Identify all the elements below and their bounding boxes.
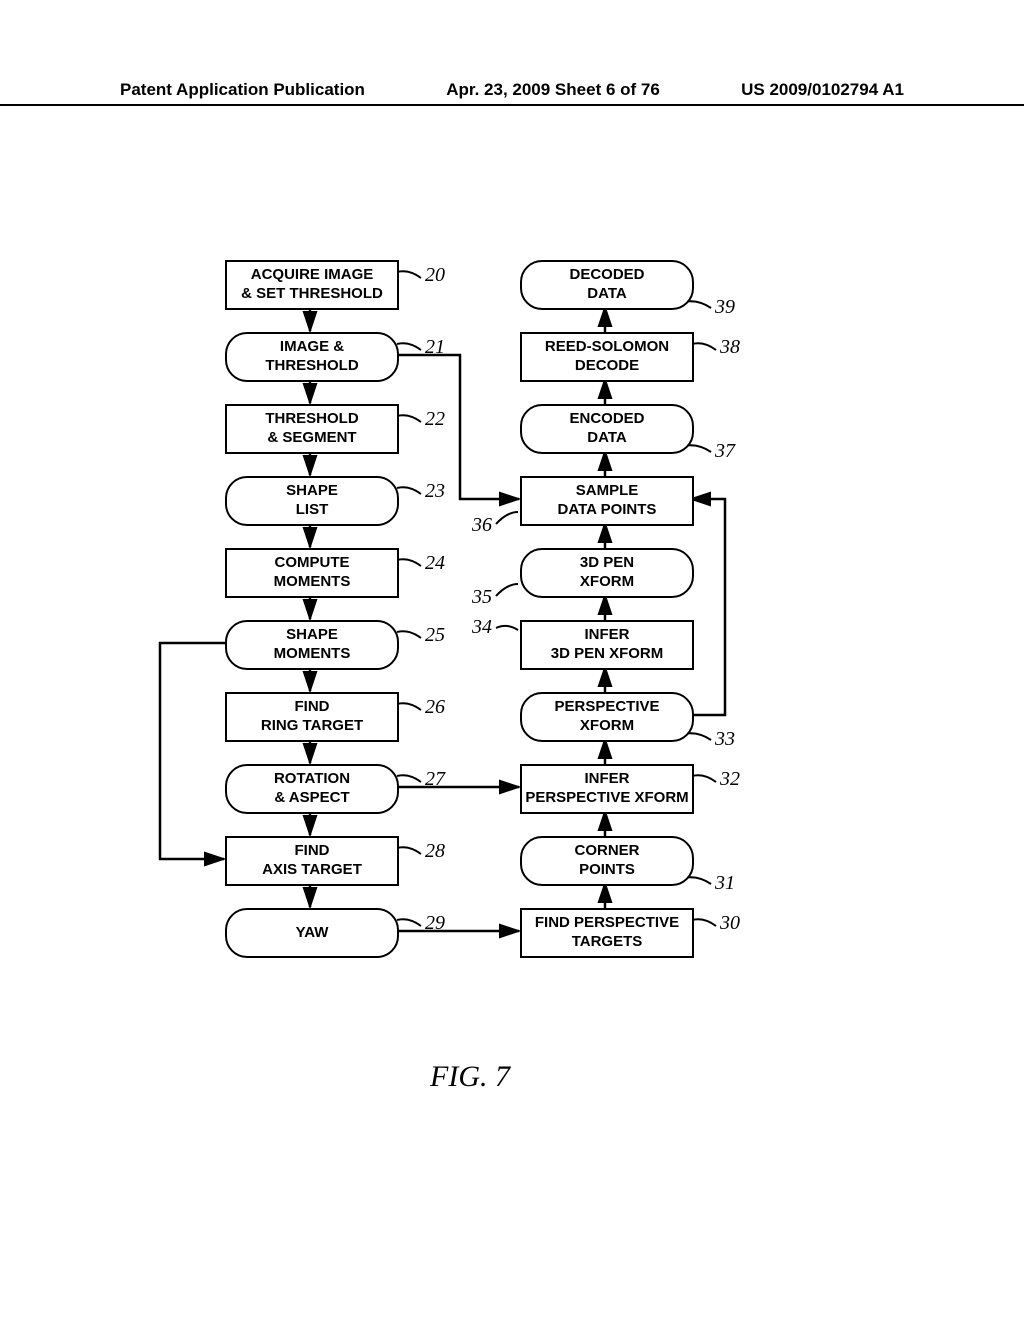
- node-n25: SHAPEMOMENTS: [225, 620, 399, 670]
- node-text: SHAPE: [286, 482, 338, 501]
- node-n29: YAW: [225, 908, 399, 958]
- header-center: Apr. 23, 2009 Sheet 6 of 76: [446, 80, 660, 100]
- node-n36: SAMPLEDATA POINTS: [520, 476, 694, 526]
- node-text: DECODED: [569, 266, 644, 285]
- ref-39: 39: [715, 296, 735, 319]
- node-n33: PERSPECTIVEXFORM: [520, 692, 694, 742]
- connector-layer: [190, 260, 750, 1090]
- node-n20: ACQUIRE IMAGE& SET THRESHOLD: [225, 260, 399, 310]
- node-n39: DECODEDDATA: [520, 260, 694, 310]
- node-n26: FINDRING TARGET: [225, 692, 399, 742]
- node-text: LIST: [296, 501, 329, 520]
- ref-20: 20: [425, 264, 445, 287]
- header-right: US 2009/0102794 A1: [741, 80, 904, 100]
- node-n32: INFERPERSPECTIVE XFORM: [520, 764, 694, 814]
- node-text: INFER: [585, 770, 630, 789]
- node-text: DATA POINTS: [558, 501, 657, 520]
- node-text: COMPUTE: [275, 554, 350, 573]
- node-text: SHAPE: [286, 626, 338, 645]
- node-n35: 3D PENXFORM: [520, 548, 694, 598]
- node-text: 3D PEN XFORM: [551, 645, 664, 664]
- ref-36: 36: [472, 514, 492, 537]
- ref-33: 33: [715, 728, 735, 751]
- node-text: MOMENTS: [274, 645, 351, 664]
- node-text: FIND: [295, 842, 330, 861]
- node-text: THRESHOLD: [265, 410, 358, 429]
- node-text: TARGETS: [572, 933, 643, 952]
- node-text: PERSPECTIVE: [554, 698, 659, 717]
- node-text: AXIS TARGET: [262, 861, 362, 880]
- node-text: INFER: [585, 626, 630, 645]
- ref-34: 34: [472, 616, 492, 639]
- node-text: FIND: [295, 698, 330, 717]
- node-text: CORNER: [574, 842, 639, 861]
- node-n27: ROTATION& ASPECT: [225, 764, 399, 814]
- ref-21: 21: [425, 336, 445, 359]
- node-text: YAW: [296, 924, 329, 943]
- node-text: THRESHOLD: [265, 357, 358, 376]
- node-text: SAMPLE: [576, 482, 639, 501]
- node-text: POINTS: [579, 861, 635, 880]
- ref-35: 35: [472, 586, 492, 609]
- ref-37: 37: [715, 440, 735, 463]
- node-text: MOMENTS: [274, 573, 351, 592]
- ref-23: 23: [425, 480, 445, 503]
- ref-30: 30: [720, 912, 740, 935]
- node-text: REED-SOLOMON: [545, 338, 669, 357]
- node-text: FIND PERSPECTIVE: [535, 914, 679, 933]
- node-n30: FIND PERSPECTIVETARGETS: [520, 908, 694, 958]
- node-n23: SHAPELIST: [225, 476, 399, 526]
- node-text: & SEGMENT: [267, 429, 356, 448]
- node-n31: CORNERPOINTS: [520, 836, 694, 886]
- node-text: IMAGE &: [280, 338, 344, 357]
- node-text: RING TARGET: [261, 717, 363, 736]
- ref-27: 27: [425, 768, 445, 791]
- node-text: 3D PEN: [580, 554, 634, 573]
- ref-38: 38: [720, 336, 740, 359]
- node-text: & ASPECT: [274, 789, 349, 808]
- ref-32: 32: [720, 768, 740, 791]
- node-text: & SET THRESHOLD: [241, 285, 383, 304]
- figure-label: FIG. 7: [430, 1060, 510, 1094]
- node-text: PERSPECTIVE XFORM: [525, 789, 688, 808]
- flowchart-diagram: ACQUIRE IMAGE& SET THRESHOLD20IMAGE &THR…: [190, 260, 750, 1090]
- node-n37: ENCODEDDATA: [520, 404, 694, 454]
- header-left: Patent Application Publication: [120, 80, 365, 100]
- ref-26: 26: [425, 696, 445, 719]
- node-text: DATA: [587, 429, 626, 448]
- ref-24: 24: [425, 552, 445, 575]
- node-n24: COMPUTEMOMENTS: [225, 548, 399, 598]
- node-n21: IMAGE &THRESHOLD: [225, 332, 399, 382]
- ref-28: 28: [425, 840, 445, 863]
- node-text: ENCODED: [569, 410, 644, 429]
- node-text: DECODE: [575, 357, 639, 376]
- page-header: Patent Application Publication Apr. 23, …: [0, 80, 1024, 106]
- ref-31: 31: [715, 872, 735, 895]
- node-n22: THRESHOLD& SEGMENT: [225, 404, 399, 454]
- node-n38: REED-SOLOMONDECODE: [520, 332, 694, 382]
- node-n34: INFER3D PEN XFORM: [520, 620, 694, 670]
- node-text: XFORM: [580, 717, 634, 736]
- node-text: DATA: [587, 285, 626, 304]
- node-text: ROTATION: [274, 770, 350, 789]
- node-n28: FINDAXIS TARGET: [225, 836, 399, 886]
- ref-29: 29: [425, 912, 445, 935]
- node-text: XFORM: [580, 573, 634, 592]
- node-text: ACQUIRE IMAGE: [251, 266, 374, 285]
- ref-22: 22: [425, 408, 445, 431]
- ref-25: 25: [425, 624, 445, 647]
